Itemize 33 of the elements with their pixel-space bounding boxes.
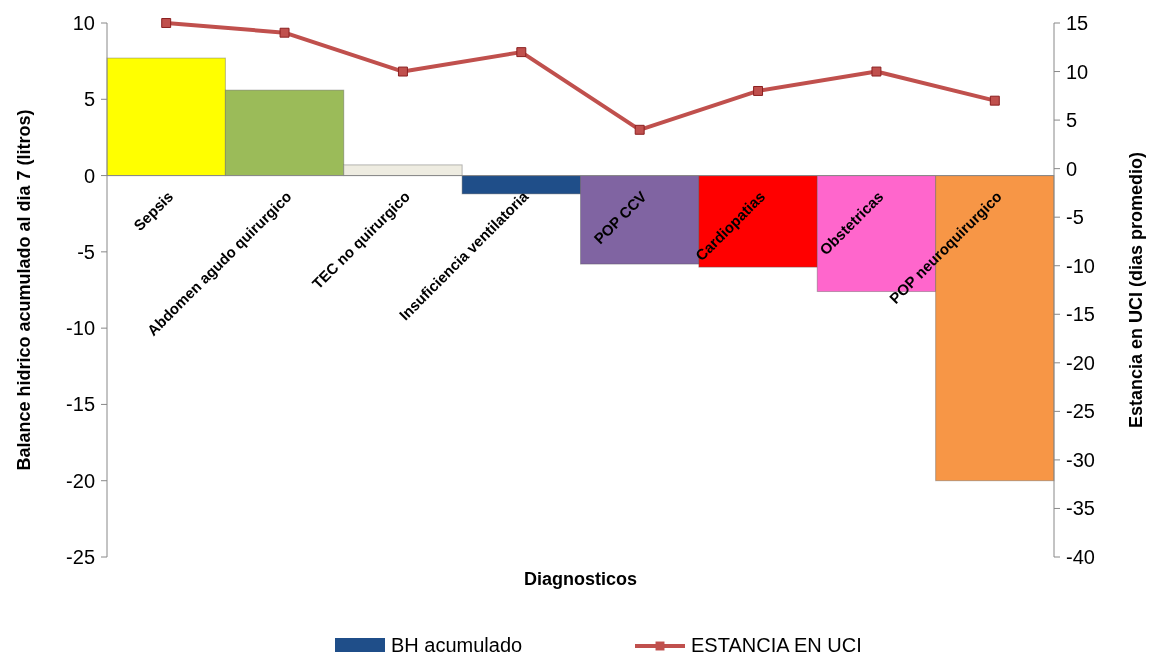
point — [279, 27, 290, 38]
point — [753, 85, 764, 96]
y-tick-label: -25 — [66, 546, 95, 568]
point — [989, 95, 1000, 106]
y2-tick-label: -10 — [1066, 254, 1095, 277]
y2-tick-label: 10 — [1066, 60, 1089, 83]
point — [871, 66, 882, 77]
y-tick-label: 5 — [83, 88, 95, 111]
legend-label: BH acumulado — [391, 634, 523, 656]
point — [161, 18, 172, 28]
y2-tick-label: -40 — [1066, 546, 1095, 568]
y2-axis-title: Estancia en UCI (dias promedio) — [1126, 151, 1146, 429]
y-tick-label: -15 — [66, 393, 95, 416]
y2-tick-label: 0 — [1066, 157, 1078, 180]
y2-tick-label: 15 — [1066, 12, 1089, 34]
legend-label: ESTANCIA EN UCI — [691, 634, 862, 656]
x-axis-title: Diagnosticos — [523, 569, 638, 589]
y2-tick-label: -5 — [1066, 206, 1084, 229]
point — [516, 47, 527, 58]
y2-tick-label: -25 — [1066, 400, 1095, 423]
y2-tick-label: -20 — [1066, 351, 1095, 374]
point — [634, 124, 645, 135]
y-tick-label: 0 — [83, 164, 95, 187]
y2-tick-label: -15 — [1066, 303, 1095, 326]
y-tick-label: -20 — [66, 469, 95, 492]
y-tick-label: -10 — [66, 317, 95, 340]
y2-tick-label: -35 — [1066, 497, 1095, 520]
y-tick-label: 10 — [72, 12, 95, 34]
y2-tick-label: -30 — [1066, 448, 1095, 471]
point — [397, 66, 408, 77]
y-axis-title: Balance hidrico acumulado al dia 7 (litros) — [14, 109, 34, 471]
y-tick-label: -5 — [77, 240, 95, 263]
y2-tick-label: 5 — [1066, 109, 1078, 132]
